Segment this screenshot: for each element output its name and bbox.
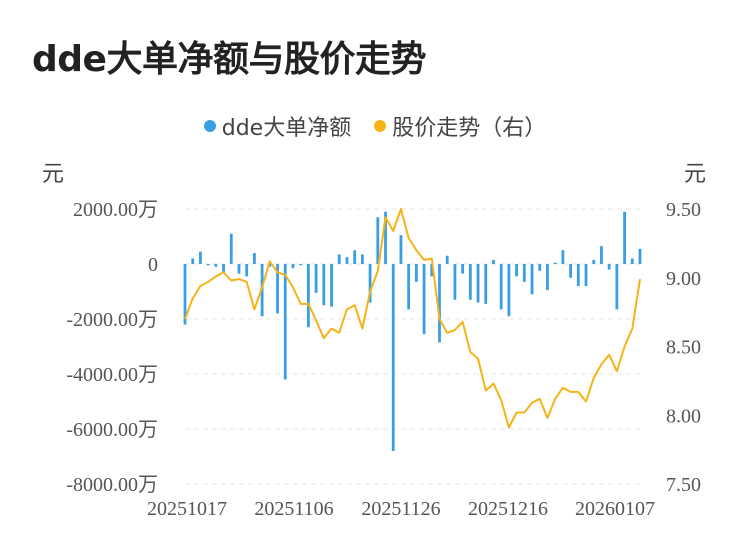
legend-line-label: 股价走势（右） bbox=[392, 116, 547, 141]
bar bbox=[430, 264, 434, 277]
x-tick-label: 20251126 bbox=[361, 498, 440, 520]
bar bbox=[422, 264, 426, 335]
bar bbox=[283, 264, 287, 380]
bar bbox=[245, 264, 249, 277]
bar bbox=[399, 235, 403, 264]
right-tick-label: 7.50 bbox=[666, 474, 701, 496]
price-line bbox=[184, 208, 641, 429]
left-tick-label: 0 bbox=[148, 254, 158, 276]
right-tick-label: 8.50 bbox=[666, 337, 701, 359]
bar bbox=[306, 264, 310, 328]
bar bbox=[600, 246, 603, 264]
bar bbox=[569, 264, 572, 278]
left-axis-unit: 元 bbox=[42, 162, 65, 187]
bar bbox=[623, 211, 626, 264]
bar bbox=[199, 251, 202, 264]
bar bbox=[368, 264, 372, 303]
legend-item-bar[interactable]: dde大单净额 bbox=[203, 110, 352, 142]
bar bbox=[445, 255, 449, 264]
bar bbox=[229, 233, 233, 264]
bar bbox=[268, 264, 272, 267]
x-tick-label: 20251106 bbox=[254, 498, 333, 520]
bar bbox=[391, 264, 395, 451]
bar bbox=[237, 264, 241, 274]
bar bbox=[438, 264, 441, 343]
bar bbox=[322, 264, 326, 306]
bar bbox=[476, 264, 480, 303]
bar bbox=[499, 264, 503, 310]
bar bbox=[638, 248, 642, 264]
bar bbox=[546, 264, 549, 291]
bar bbox=[414, 264, 418, 282]
bar bbox=[607, 264, 611, 270]
legend-bar-label: dde大单净额 bbox=[221, 116, 352, 141]
bar bbox=[530, 264, 534, 295]
left-tick-label: -4000.00万 bbox=[66, 364, 158, 386]
bar bbox=[183, 264, 187, 325]
bar bbox=[206, 264, 210, 266]
right-axis-unit: 元 bbox=[684, 162, 707, 187]
bar bbox=[553, 262, 557, 264]
bar bbox=[253, 253, 256, 264]
bar bbox=[384, 211, 387, 264]
bar bbox=[515, 264, 519, 277]
bar bbox=[360, 254, 364, 264]
bar bbox=[345, 257, 349, 264]
bar bbox=[376, 217, 380, 264]
bar bbox=[492, 259, 495, 264]
left-tick-label: -2000.00万 bbox=[66, 309, 158, 331]
right-tick-label: 8.00 bbox=[666, 405, 701, 427]
right-tick-label: 9.00 bbox=[666, 268, 701, 290]
bar bbox=[330, 264, 333, 307]
bar bbox=[561, 250, 565, 264]
left-tick-label: 2000.00万 bbox=[73, 199, 158, 221]
bar bbox=[276, 264, 279, 314]
left-axis-ticks: 2000.00万 0 -2000.00万 -4000.00万 -6000.00万 -800… bbox=[66, 199, 158, 496]
left-tick-label: -6000.00万 bbox=[66, 419, 158, 441]
legend-line-marker bbox=[374, 120, 387, 132]
bar bbox=[484, 264, 488, 304]
bar bbox=[453, 264, 457, 300]
line-series bbox=[184, 208, 641, 429]
bar bbox=[584, 264, 588, 286]
x-tick-label: 20260107 bbox=[575, 498, 655, 520]
x-axis-ticks: 20251017 20251106 20251126 20251216 20260107 bbox=[147, 498, 655, 520]
bar bbox=[468, 264, 472, 300]
left-tick-label: -8000.00万 bbox=[66, 474, 158, 496]
bar-series bbox=[183, 211, 642, 451]
bar bbox=[592, 259, 596, 264]
bar bbox=[538, 264, 542, 271]
bar bbox=[615, 264, 619, 310]
legend-bar-marker bbox=[203, 120, 216, 132]
bar bbox=[222, 264, 225, 274]
bar bbox=[461, 264, 465, 274]
bar bbox=[291, 264, 295, 269]
legend-item-line[interactable]: 股价走势（右） bbox=[374, 110, 546, 142]
bar bbox=[576, 264, 580, 286]
bar bbox=[522, 264, 526, 282]
bar bbox=[407, 264, 411, 310]
chart-title: dde大单净额与股价走势 bbox=[32, 39, 426, 80]
x-tick-label: 20251216 bbox=[468, 498, 548, 520]
bar bbox=[630, 258, 634, 264]
x-tick-label: 20251017 bbox=[147, 498, 227, 520]
bar bbox=[337, 254, 341, 264]
legend: dde大单净额 股价走势（右） bbox=[0, 110, 750, 142]
right-tick-label: 9.50 bbox=[666, 199, 701, 221]
bar bbox=[299, 264, 303, 266]
bar bbox=[507, 264, 511, 317]
bar bbox=[191, 258, 195, 264]
bar bbox=[314, 264, 318, 293]
gridlines bbox=[185, 208, 640, 485]
right-axis-ticks: 9.50 9.00 8.50 8.00 7.50 bbox=[666, 199, 701, 496]
bar bbox=[214, 264, 218, 267]
bar bbox=[353, 250, 357, 264]
